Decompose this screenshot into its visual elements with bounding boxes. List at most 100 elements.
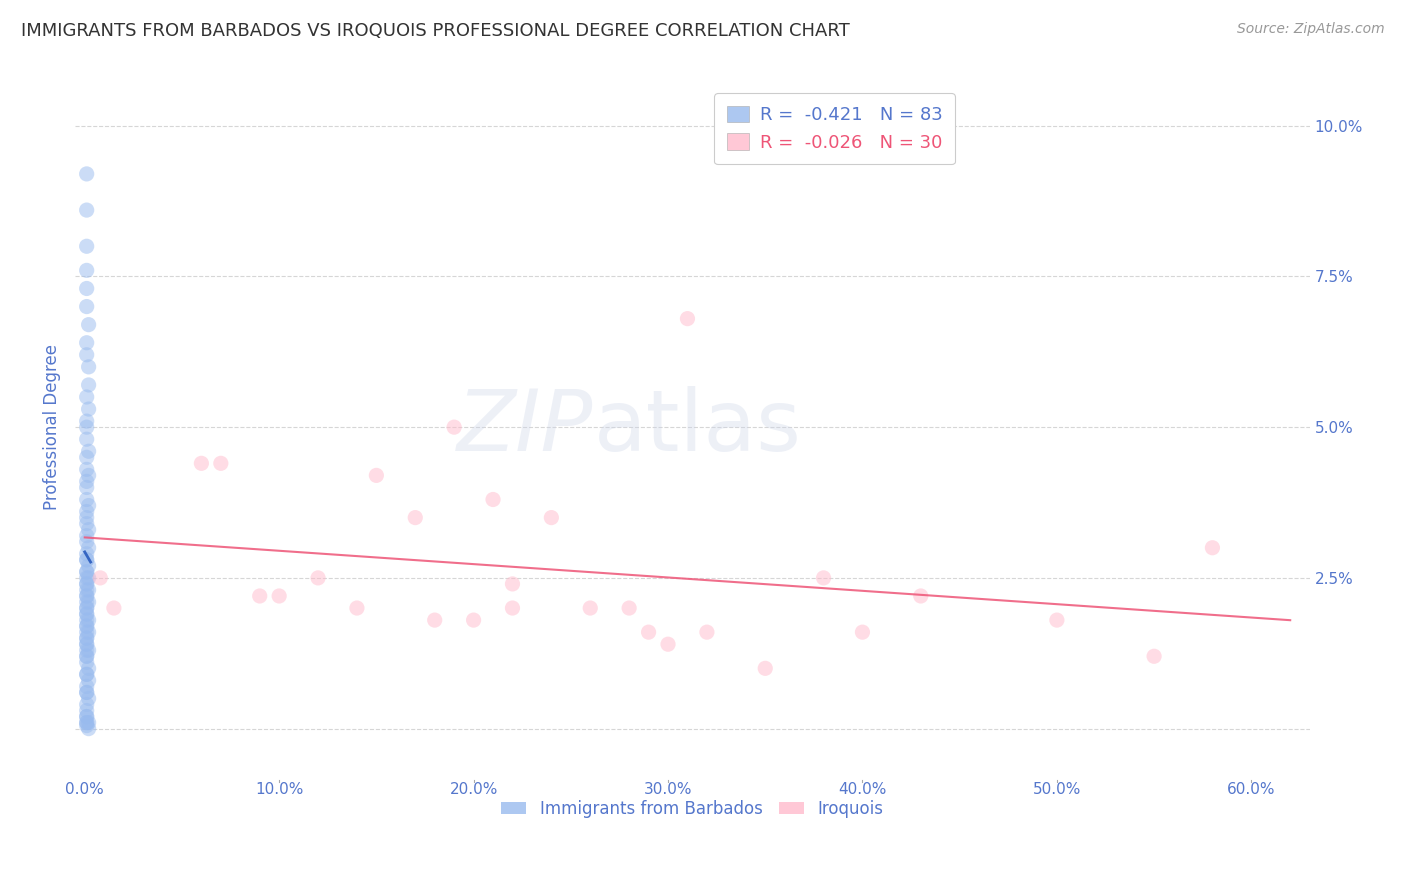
Point: [76, 553, 98, 567]
Point: [76, 601, 98, 615]
Point: [77, 378, 100, 392]
Point: [77, 613, 100, 627]
Point: [76, 492, 98, 507]
Point: [76, 577, 98, 591]
Point: [76, 565, 98, 579]
Point: [76, 390, 98, 404]
Point: [76, 613, 98, 627]
Point: [76, 631, 98, 645]
Point: [209, 456, 232, 470]
Point: [77, 468, 100, 483]
Point: [76, 704, 98, 718]
Point: [76, 709, 98, 723]
Point: [76, 450, 98, 465]
Point: [76, 685, 98, 699]
Point: [76, 601, 98, 615]
Point: [76, 715, 98, 730]
Point: [579, 601, 602, 615]
Point: [76, 420, 98, 434]
Point: [76, 667, 98, 681]
Point: [482, 492, 505, 507]
Point: [76, 516, 98, 531]
Point: [77, 571, 100, 585]
Point: [501, 577, 523, 591]
Point: [76, 649, 98, 664]
Point: [77, 625, 100, 640]
Point: [77, 558, 100, 573]
Point: [76, 281, 98, 295]
Point: [77, 595, 100, 609]
Point: [463, 613, 485, 627]
Point: [77, 691, 100, 706]
Point: [77, 402, 100, 417]
Point: [366, 468, 388, 483]
Point: [76, 625, 98, 640]
Point: [77, 673, 100, 688]
Point: [617, 601, 640, 615]
Point: [76, 631, 98, 645]
Point: [76, 718, 98, 732]
Point: [77, 523, 100, 537]
Point: [76, 414, 98, 428]
Point: [346, 601, 368, 615]
Point: [76, 637, 98, 651]
Point: [76, 589, 98, 603]
Point: [76, 547, 98, 561]
Point: [76, 571, 98, 585]
Point: [77, 444, 100, 458]
Point: [76, 300, 98, 314]
Point: [76, 698, 98, 712]
Point: [269, 589, 291, 603]
Text: atlas: atlas: [593, 385, 801, 468]
Point: [76, 607, 98, 621]
Point: [307, 571, 329, 585]
Point: [676, 311, 699, 326]
Point: [77, 318, 100, 332]
Point: [76, 595, 98, 609]
Point: [76, 263, 98, 277]
Point: [76, 505, 98, 519]
Point: [76, 655, 98, 669]
Y-axis label: Professional Degree: Professional Degree: [44, 344, 60, 510]
Point: [76, 643, 98, 657]
Point: [540, 510, 562, 524]
Point: [76, 565, 98, 579]
Point: [696, 625, 718, 640]
Point: [501, 601, 523, 615]
Point: [637, 625, 659, 640]
Point: [77, 643, 100, 657]
Point: [76, 649, 98, 664]
Point: [76, 715, 98, 730]
Point: [76, 577, 98, 591]
Point: [404, 510, 426, 524]
Point: [76, 589, 98, 603]
Point: [76, 335, 98, 350]
Point: [754, 661, 776, 675]
Point: [1143, 649, 1166, 664]
Point: [76, 203, 98, 218]
Point: [851, 625, 873, 640]
Point: [77, 541, 100, 555]
Text: Source: ZipAtlas.com: Source: ZipAtlas.com: [1237, 22, 1385, 37]
Point: [813, 571, 835, 585]
Point: [77, 715, 100, 730]
Point: [77, 359, 100, 374]
Point: [76, 709, 98, 723]
Point: [77, 499, 100, 513]
Point: [76, 167, 98, 181]
Point: [76, 348, 98, 362]
Point: [76, 462, 98, 476]
Point: [77, 722, 100, 736]
Point: [76, 529, 98, 543]
Point: [76, 510, 98, 524]
Text: IMMIGRANTS FROM BARBADOS VS IROQUOIS PROFESSIONAL DEGREE CORRELATION CHART: IMMIGRANTS FROM BARBADOS VS IROQUOIS PRO…: [21, 22, 849, 40]
Point: [1201, 541, 1223, 555]
Point: [103, 601, 125, 615]
Point: [76, 553, 98, 567]
Point: [76, 619, 98, 633]
Point: [423, 613, 446, 627]
Point: [89, 571, 111, 585]
Point: [76, 534, 98, 549]
Point: [657, 637, 679, 651]
Point: [76, 480, 98, 494]
